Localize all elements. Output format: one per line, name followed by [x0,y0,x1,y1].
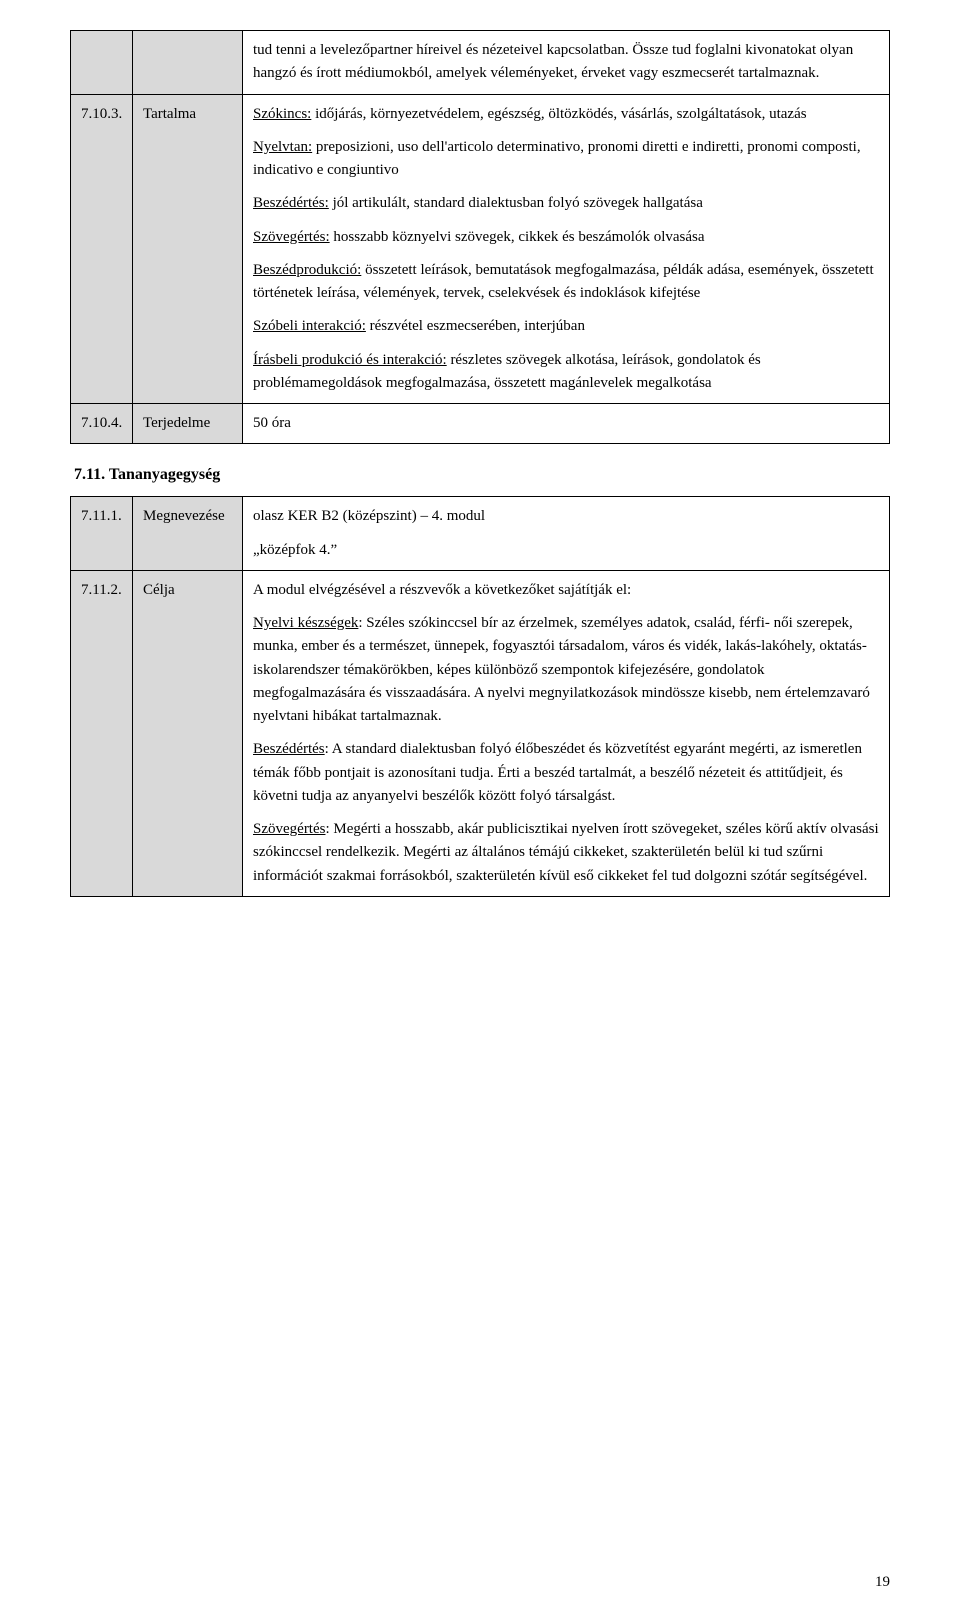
run-underline: Szövegértés: [253,229,330,245]
run: A modul elvégzésével a részvevők a követ… [253,582,631,598]
run: 50 óra [253,415,291,431]
run-underline: Nyelvi készségek [253,615,358,631]
cell-body: olasz KER B2 (középszint) – 4. modul „köz… [243,497,890,571]
cell-number: 7.10.3. [71,94,133,404]
run-underline: Beszédprodukció: [253,262,361,278]
run-underline: Beszédértés: [253,195,329,211]
cell-label: Tartalma [133,94,243,404]
run: részvétel eszmecserében, interjúban [366,318,585,334]
run-underline: Szövegértés [253,821,325,837]
cell-number: 7.10.4. [71,404,133,444]
paragraph: Szövegértés: hosszabb köznyelvi szövegek… [253,226,879,249]
run: olasz KER B2 (középszint) – 4. modul [253,508,485,524]
paragraph: Nyelvi készségek: Széles szókinccsel bír… [253,612,879,728]
paragraph: Nyelvtan: preposizioni, uso dell'articol… [253,136,879,183]
run: hosszabb köznyelvi szövegek, cikkek és b… [330,229,705,245]
paragraph: Szóbeli interakció: részvétel eszmecseré… [253,315,879,338]
run: : Megérti a hosszabb, akár publicisztika… [253,821,879,884]
run-underline: Beszédértés [253,741,325,757]
paragraph: 50 óra [253,412,879,435]
cell-body: 50 óra [243,404,890,444]
table-1: tud tenni a levelezőpartner híreivel és … [70,30,890,444]
table-row: 7.10.4.Terjedelme 50 óra [71,404,890,444]
table-row: 7.11.1.Megnevezéseolasz KER B2 (középszi… [71,497,890,571]
paragraph: tud tenni a levelezőpartner híreivel és … [253,39,879,86]
cell-number [71,31,133,95]
run: preposizioni, uso dell'articolo determin… [253,139,861,178]
cell-label: Megnevezése [133,497,243,571]
table-row: tud tenni a levelezőpartner híreivel és … [71,31,890,95]
table-row: 7.11.2.Célja A modul elvégzésével a részv… [71,570,890,896]
run: jól artikulált, standard dialektusban fo… [329,195,703,211]
run: : Széles szókinccsel bír az érzelmek, sz… [253,615,870,724]
run: „középfok 4.” [253,542,337,558]
page-number: 19 [875,1574,890,1591]
paragraph: Beszédértés: jól artikulált, standard di… [253,192,879,215]
cell-body: tud tenni a levelezőpartner híreivel és … [243,31,890,95]
paragraph: Szövegértés: Megérti a hosszabb, akár pu… [253,818,879,888]
run-underline: Nyelvtan: [253,139,312,155]
run-underline: Írásbeli produkció és interakció: [253,352,447,368]
run: tud tenni a levelezőpartner híreivel és … [253,42,853,81]
run-underline: Szóbeli interakció: [253,318,366,334]
page: tud tenni a levelezőpartner híreivel és … [0,0,960,1611]
cell-number: 7.11.1. [71,497,133,571]
paragraph: olasz KER B2 (középszint) – 4. modul [253,505,879,528]
cell-body: A modul elvégzésével a részvevők a követ… [243,570,890,896]
paragraph: Írásbeli produkció és interakció: részle… [253,349,879,396]
table-2: 7.11.1.Megnevezéseolasz KER B2 (középszi… [70,496,890,897]
cell-label: Célja [133,570,243,896]
run: időjárás, környezetvédelem, egészség, öl… [311,106,806,122]
cell-label [133,31,243,95]
table-row: 7.10.3.Tartalma Szókincs: időjárás, körny… [71,94,890,404]
run: : A standard dialektusban folyó élőbeszé… [253,741,862,804]
paragraph: Beszédértés: A standard dialektusban fol… [253,738,879,808]
cell-label: Terjedelme [133,404,243,444]
run-underline: Szókincs: [253,106,311,122]
section-title: 7.11. Tananyagegység [74,466,890,484]
paragraph: Beszédprodukció: összetett leírások, bem… [253,259,879,306]
paragraph: Szókincs: időjárás, környezetvédelem, eg… [253,103,879,126]
paragraph: A modul elvégzésével a részvevők a követ… [253,579,879,602]
paragraph: „középfok 4.” [253,539,879,562]
cell-number: 7.11.2. [71,570,133,896]
cell-body: Szókincs: időjárás, környezetvédelem, eg… [243,94,890,404]
